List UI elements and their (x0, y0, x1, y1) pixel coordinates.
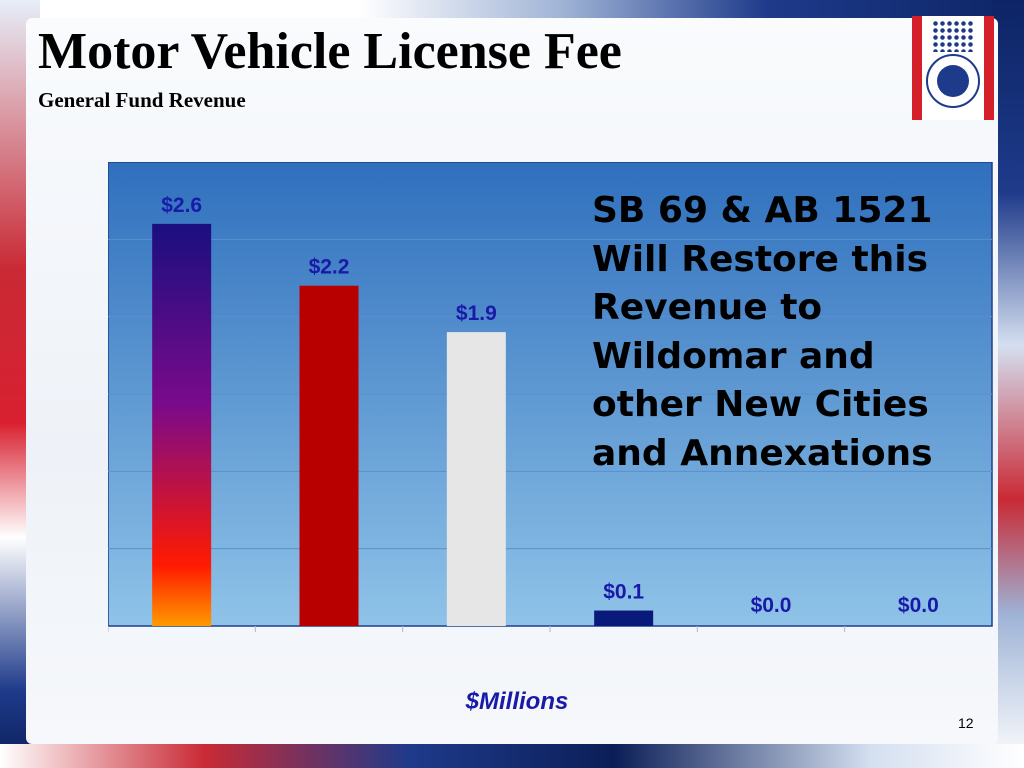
bar-fy-08-09 (152, 223, 212, 626)
background-bottom-band (0, 744, 1024, 768)
bars (152, 223, 654, 626)
slide-subtitle: General Fund Revenue (38, 88, 246, 112)
bar-fy-09-10 (299, 285, 359, 626)
bar-fy-10-11 (446, 332, 506, 626)
restoration-annotation: SB 69 & AB 1521 Will Restore this Revenu… (592, 190, 933, 474)
data-labels: $2.6 $2.2 $1.9 $0.1 $0.0 $0.0 (161, 194, 939, 617)
slide-title: Motor Vehicle License Fee (38, 23, 622, 80)
bar-chart-svg: $2.6 $2.2 $1.9 $0.1 $0.0 $0.0 FY 08/09FY 09/1… (108, 162, 993, 632)
city-seal-logo-icon (912, 16, 994, 120)
data-label-fy-08-09: $2.6 (161, 194, 202, 217)
background-top-band (0, 0, 1024, 22)
bar-fy-11-12 (594, 610, 654, 626)
x-axis-ticks: FY 08/09FY 09/10FY 10/11FY 11/12FY 12/13… (108, 626, 846, 632)
logo-stars-icon (932, 20, 974, 52)
data-label-fy-13-14: $0.0 (898, 594, 939, 617)
bar-chart: $2.6 $2.2 $1.9 $0.1 $0.0 $0.0 FY 08/09FY 09/1… (108, 162, 994, 632)
grid-lines (108, 238, 992, 550)
logo-seal-core (937, 65, 969, 97)
x-axis-label: $Millions (465, 688, 569, 715)
data-label-fy-09-10: $2.2 (309, 256, 350, 279)
data-label-fy-11-12: $0.1 (603, 581, 644, 604)
data-label-fy-12-13: $0.0 (751, 594, 792, 617)
data-label-fy-10-11: $1.9 (456, 302, 497, 325)
page-number: 12 (958, 715, 974, 731)
logo-seal-ring (926, 54, 980, 108)
